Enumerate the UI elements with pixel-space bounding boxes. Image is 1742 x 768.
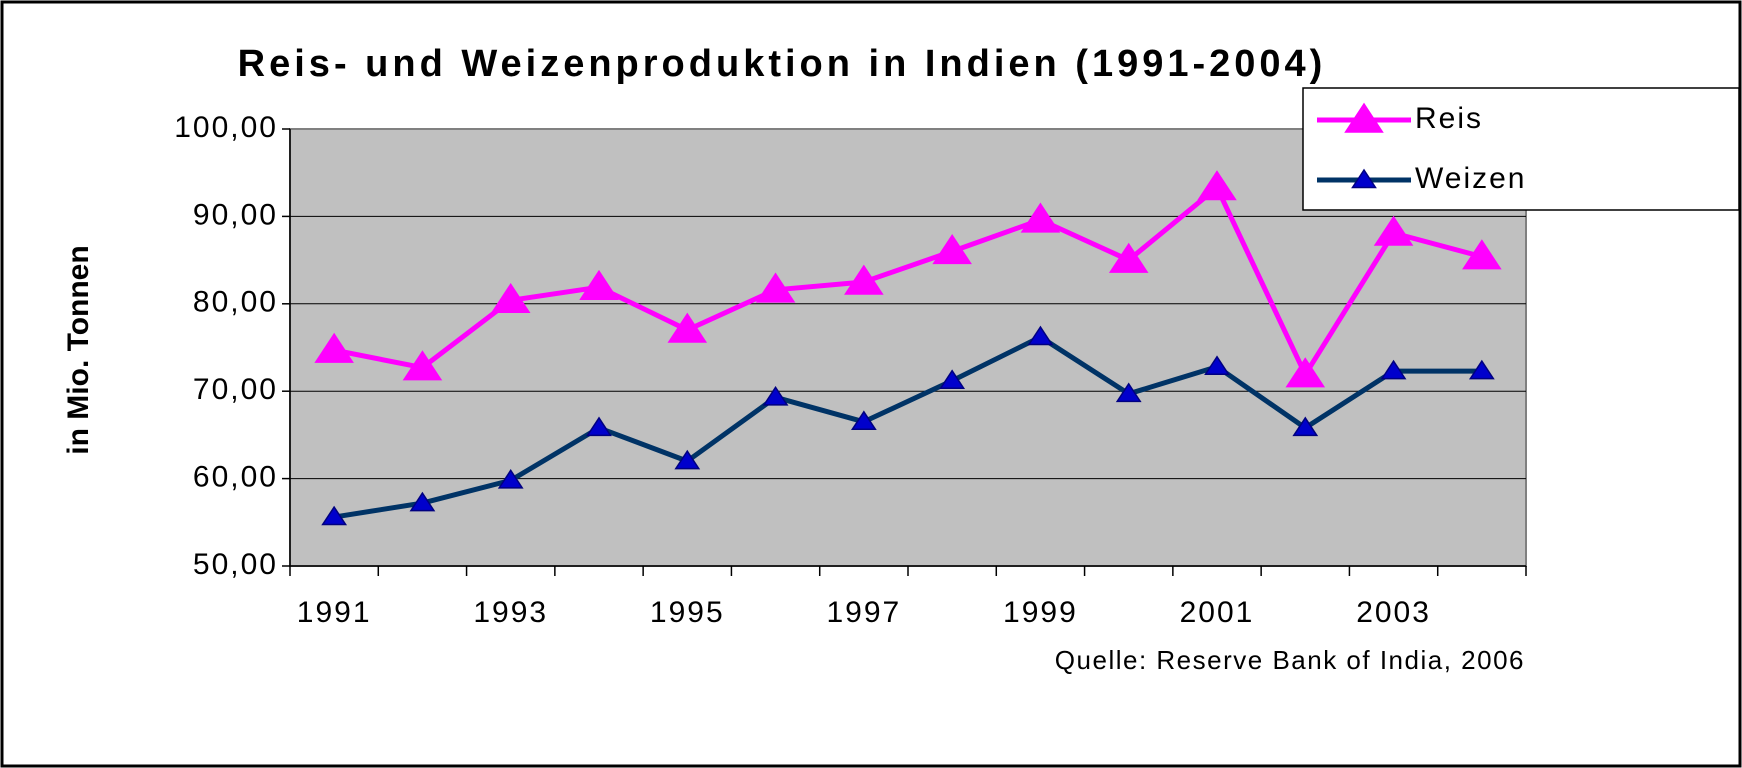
marker bbox=[1468, 359, 1495, 380]
legend bbox=[1302, 87, 1740, 211]
marker bbox=[1027, 325, 1054, 346]
marker bbox=[1373, 215, 1414, 246]
x-tick-label: 1991 bbox=[297, 596, 372, 629]
marker bbox=[314, 332, 354, 363]
marker bbox=[579, 269, 619, 300]
y-axis-label: in Mio. Tonnen bbox=[62, 245, 95, 454]
y-tick-label: 70,00 bbox=[193, 373, 278, 406]
x-tick-label: 1993 bbox=[473, 596, 548, 629]
x-tick-label: 2001 bbox=[1180, 596, 1255, 629]
source-note: Quelle: Reserve Bank of India, 2006 bbox=[1055, 645, 1525, 675]
marker bbox=[1462, 239, 1502, 270]
y-tick-label: 80,00 bbox=[193, 286, 278, 319]
marker bbox=[586, 416, 612, 437]
marker bbox=[1115, 382, 1142, 403]
marker bbox=[1292, 416, 1319, 437]
x-tick-label: 1997 bbox=[826, 596, 901, 629]
marker bbox=[409, 491, 436, 512]
y-tick-label: 90,00 bbox=[193, 198, 278, 231]
legend-marker bbox=[1351, 168, 1377, 189]
legend-label: Reis bbox=[1415, 102, 1483, 135]
chart-title: Reis- und Weizenproduktion in Indien (19… bbox=[238, 43, 1327, 85]
marker bbox=[850, 410, 877, 431]
y-tick-label: 50,00 bbox=[193, 548, 278, 581]
marker bbox=[1020, 202, 1061, 233]
marker bbox=[321, 505, 348, 526]
y-tick-label: 60,00 bbox=[193, 461, 278, 494]
marker bbox=[844, 264, 884, 295]
legend-marker bbox=[1344, 102, 1384, 133]
marker bbox=[1204, 355, 1230, 375]
marker bbox=[667, 312, 708, 343]
marker bbox=[1380, 359, 1407, 380]
marker bbox=[497, 468, 524, 489]
marker bbox=[939, 369, 966, 389]
marker bbox=[1197, 170, 1237, 201]
x-tick-label: 2003 bbox=[1356, 596, 1431, 629]
marker bbox=[674, 449, 701, 470]
marker bbox=[490, 282, 531, 314]
x-tick-label: 1999 bbox=[1003, 596, 1078, 629]
marker bbox=[755, 272, 796, 303]
series-line bbox=[333, 185, 1483, 378]
marker bbox=[1285, 357, 1326, 388]
legend-label: Weizen bbox=[1415, 162, 1527, 195]
marker bbox=[932, 233, 972, 265]
series-line bbox=[333, 334, 1482, 520]
marker bbox=[1108, 242, 1149, 273]
y-tick-label: 100,00 bbox=[174, 111, 278, 144]
marker bbox=[402, 350, 443, 381]
marker bbox=[762, 385, 789, 406]
x-tick-label: 1995 bbox=[650, 596, 725, 629]
